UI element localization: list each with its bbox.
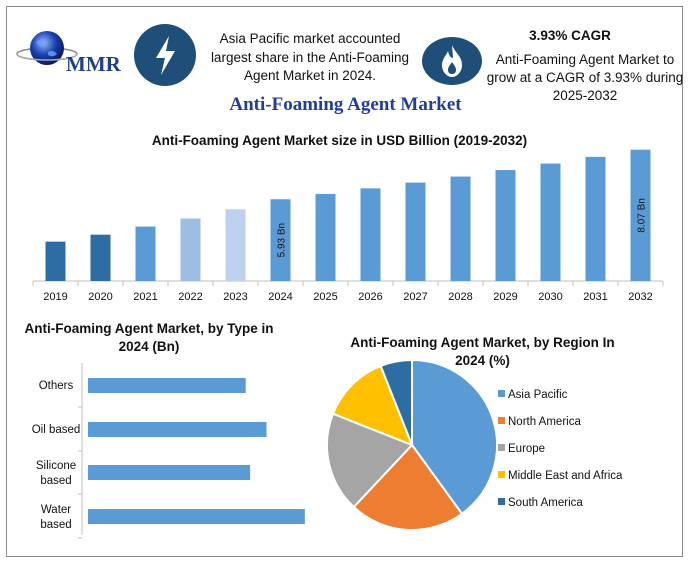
type-label: Oil based <box>32 424 81 436</box>
legend-label: North America <box>508 416 581 428</box>
bar-2031 <box>585 156 606 281</box>
type-bar-chart: Others Oil based Silicone based Water based <box>32 363 305 539</box>
region-pie-chart: Asia Pacific North America Europe Middle Ea… <box>326 360 623 531</box>
type-label: based <box>40 475 71 487</box>
bar-2026 <box>360 188 381 281</box>
legend-swatch <box>498 390 505 397</box>
legend-label: South America <box>508 497 583 509</box>
bar-2020 <box>90 234 111 281</box>
x-tick-label: 2030 <box>538 291 562 303</box>
bar-2029 <box>495 170 516 281</box>
data-label: 8.07 Bn <box>637 198 648 232</box>
bar-chart-title: Anti-Foaming Agent Market size in USD Bi… <box>151 133 528 148</box>
bar-2027 <box>405 182 426 281</box>
x-tick-label: 2027 <box>403 291 427 303</box>
bar-2025 <box>315 193 336 281</box>
bolt-badge <box>134 24 196 86</box>
bar-2021 <box>135 226 156 281</box>
legend-swatch <box>498 444 505 451</box>
mmr-logo <box>16 31 78 65</box>
right-info-text: Anti-Foaming Agent Market to grow at a C… <box>486 52 684 103</box>
x-tick-label: 2021 <box>133 291 157 303</box>
type-label: Silicone <box>36 460 76 472</box>
market-size-bar-chart: 2019 2020 2021 2022 2023 2024 5.93 Bn 2025 2026 2… <box>32 149 664 303</box>
flame-icon <box>442 45 462 77</box>
pie-slice <box>331 364 414 447</box>
pie-slice <box>411 360 498 516</box>
x-tick-label: 2023 <box>223 291 247 303</box>
type-bar <box>88 378 246 393</box>
x-tick-label: 2025 <box>313 291 337 303</box>
x-tick-label: 2028 <box>448 291 472 303</box>
type-bar <box>88 465 251 480</box>
type-label: Water <box>41 504 71 516</box>
x-tick-label: 2020 <box>88 291 112 303</box>
x-tick-label: 2029 <box>493 291 517 303</box>
type-bar <box>88 422 267 437</box>
legend-label: Middle East and Africa <box>508 470 623 482</box>
x-tick-label: 2024 <box>268 291 292 303</box>
cagr-title: 3.93% CAGR <box>529 28 611 43</box>
type-label: based <box>40 519 71 531</box>
left-info-text: Asia Pacific market accounted largest sh… <box>210 31 410 83</box>
x-tick-label: 2032 <box>628 291 652 303</box>
type-label: Others <box>39 380 74 392</box>
type-chart-title: Anti-Foaming Agent Market, by Type in 20… <box>24 321 274 354</box>
bar-2019 <box>45 241 66 281</box>
x-tick-label: 2026 <box>358 291 382 303</box>
data-label: 5.93 Bn <box>277 223 288 257</box>
legend-swatch <box>498 498 505 505</box>
pie-slice <box>352 443 464 531</box>
x-tick-label: 2019 <box>43 291 67 303</box>
flame-badge <box>422 37 482 85</box>
pie-chart-title: Anti-Foaming Agent Market, by Region In … <box>350 335 615 368</box>
legend-swatch <box>498 417 505 424</box>
bar-2022 <box>180 218 201 281</box>
logo-text: MMR <box>66 52 121 76</box>
bar-2023 <box>225 209 246 281</box>
main-title: Anti-Foaming Agent Market <box>229 94 462 115</box>
x-tick-label: 2031 <box>583 291 607 303</box>
legend-label: Asia Pacific <box>508 389 568 401</box>
bar-2024 <box>270 199 291 281</box>
bar-2030 <box>540 163 561 281</box>
bar-2028 <box>450 176 471 281</box>
type-bar <box>88 509 305 524</box>
pie-slice <box>379 360 413 446</box>
x-tick-label: 2022 <box>178 291 202 303</box>
bar-2032 <box>630 149 651 281</box>
legend-label: Europe <box>508 443 545 455</box>
legend-swatch <box>498 471 505 478</box>
lightning-bolt-icon <box>156 36 175 75</box>
